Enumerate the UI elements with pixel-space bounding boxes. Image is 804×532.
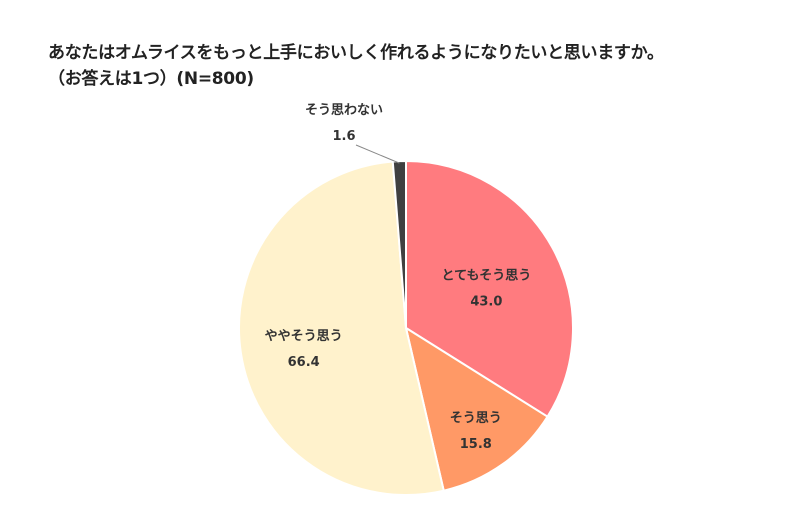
pie-labels: とてもそう思う 43.0 そう思う 15.8 ややそう思う 66.4 そう思わない 1.6	[265, 103, 532, 452]
slice-value-label-1: 43.0	[470, 295, 502, 310]
pie-slice-3	[238, 160, 445, 496]
pie-leader-lines	[355, 144, 400, 164]
pie-slices	[238, 159, 574, 496]
slice-value-label-3: 66.4	[288, 355, 320, 370]
pie-slice-2	[404, 325, 549, 492]
slice-category-label-1: とてもそう思う	[442, 269, 532, 284]
slice-value-label-4: 1.6	[332, 129, 355, 144]
slice-category-label-2: そう思う	[450, 411, 502, 426]
pie-slice-1	[405, 159, 574, 419]
slice-category-label-4: そう思わない	[305, 103, 383, 118]
chart-title: あなたはオムライスをもっと上手においしく作れるようになりたいと思いますか。 （お…	[48, 40, 788, 92]
pie-slice-4	[391, 159, 407, 329]
chart-title-text: あなたはオムライスをもっと上手においしく作れるようになりたいと思いますか。	[48, 43, 664, 63]
slice-value-label-2: 15.8	[460, 437, 492, 452]
leader-line-4	[355, 144, 400, 164]
slice-category-label-3: ややそう思う	[265, 329, 343, 344]
chart-subtitle: （お答えは1つ）(N=800)	[48, 69, 254, 89]
